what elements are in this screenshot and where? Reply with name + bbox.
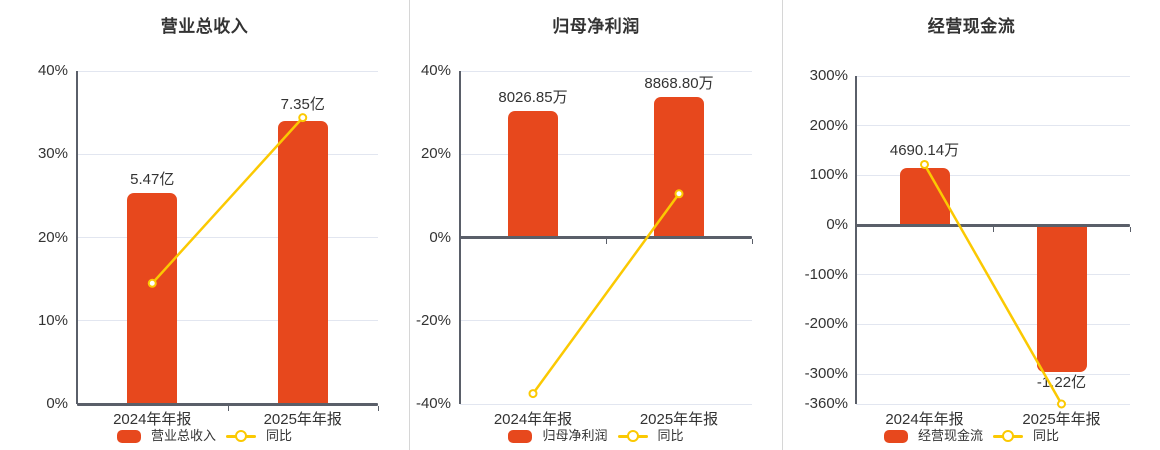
y-tick-label: -200% (804, 315, 848, 333)
y-tick-label: 300% (809, 67, 848, 84)
legend-line-circle (1002, 430, 1014, 442)
y-tick-label: 20% (420, 145, 451, 163)
gridline-200% (856, 125, 1130, 127)
bar-value-label: 8868.80万 (644, 75, 714, 93)
gridline-30% (77, 153, 378, 155)
legend-bar-label: 归母净利润 (542, 428, 608, 443)
gridline-100% (856, 174, 1130, 176)
gridline--100% (856, 274, 1130, 276)
legend-bar-swatch-icon (116, 429, 141, 443)
chart-title: 营业总收入 (160, 17, 249, 36)
bar-2024年年报 (899, 168, 950, 226)
x-category-label: 2025年年报 (639, 411, 719, 428)
bar-value-label: -1.22亿 (1036, 374, 1087, 392)
y-tick-label: 100% (809, 166, 848, 184)
gridline-10% (77, 320, 378, 322)
legend-line-marker-icon (993, 429, 1023, 443)
legend-bar-label: 经营现金流 (917, 428, 983, 443)
x-category-label: 2025年年报 (1022, 411, 1101, 428)
bar-value-label: 4690.14万 (889, 142, 960, 160)
x-axis-tick (1130, 226, 1131, 232)
bar-value-label: 5.47亿 (130, 171, 175, 189)
x-category-label: 2025年年报 (263, 411, 342, 428)
x-category-label: 2024年年报 (885, 411, 964, 428)
y-tick-label: -360% (804, 395, 848, 412)
y-axis-line (76, 71, 78, 404)
gridline-300% (856, 75, 1130, 77)
y-tick-label: -40% (415, 395, 451, 412)
bar-2025年年报 (1036, 225, 1087, 373)
bar-2025年年报 (277, 120, 328, 404)
legend-bar-swatch-icon (883, 429, 908, 443)
y-tick-label: 0% (46, 395, 68, 412)
y-tick-label: 200% (809, 116, 848, 134)
y-tick-label: -100% (804, 265, 848, 283)
yoy-trend-line (528, 189, 684, 399)
legend-line-marker-icon (617, 429, 648, 443)
y-tick-label: 10% (37, 311, 68, 329)
legend: 经营现金流 同比 (783, 426, 1160, 446)
legend-line-label: 同比 (657, 428, 684, 443)
legend-bar-swatch-icon (508, 429, 533, 443)
bar-2024年年报 (127, 193, 178, 404)
legend-line-label: 同比 (1033, 428, 1060, 443)
x-axis-tick (227, 405, 229, 411)
y-tick-label: 40% (420, 62, 451, 79)
gridline--40% (460, 403, 752, 405)
legend: 营业总收入 同比 (0, 426, 409, 446)
y-axis-line (855, 76, 857, 404)
chart-title: 经营现金流 (927, 17, 1016, 36)
gridline--200% (856, 323, 1130, 325)
y-tick-label: -300% (804, 365, 848, 383)
gridline-40% (460, 70, 752, 72)
chart-title: 归母净利润 (552, 17, 640, 36)
x-category-label: 2024年年报 (113, 411, 192, 428)
bar-value-label: 7.35亿 (280, 95, 325, 113)
gridline--360% (856, 403, 1130, 405)
legend-line-circle (626, 430, 639, 442)
legend-bar-label: 营业总收入 (150, 428, 216, 443)
y-tick-label: 0% (826, 216, 848, 234)
bar-value-label: 8026.85万 (498, 88, 568, 106)
y-tick-label: 30% (37, 145, 68, 163)
yoy-trend-point (528, 389, 538, 399)
x-axis-tick (378, 405, 379, 411)
x-axis-tick (606, 239, 607, 244)
legend: 归母净利润 同比 (410, 426, 782, 446)
x-category-label: 2024年年报 (493, 411, 573, 428)
y-tick-label: 0% (429, 228, 451, 246)
y-tick-label: 20% (37, 228, 68, 246)
legend-line-circle (235, 430, 247, 442)
legend-line-label: 同比 (266, 428, 293, 443)
gridline-20% (460, 153, 752, 155)
zero-axis-line (77, 402, 378, 406)
chart-panel-1: 营业总收入 40% 30% 20% 10% 0% 5.47亿 7.35亿 2024年年报 2025… (0, 0, 410, 450)
bar-2025年年报 (654, 97, 704, 238)
y-tick-label: 40% (37, 62, 68, 79)
gridline-40% (77, 70, 378, 72)
x-axis-tick (993, 226, 994, 232)
y-tick-label: -20% (415, 311, 451, 329)
chart-panel-2: 归母净利润 40% 20% 0% -20% -40% 8026.85万 8868.80万 202… (410, 0, 783, 450)
chart-panel-3: 经营现金流 300% 200% 100% 0% -100% -200% -300% -360% 4… (783, 0, 1160, 450)
legend-line-marker-icon (226, 429, 256, 443)
gridline--20% (460, 320, 752, 322)
x-axis-tick (752, 239, 753, 244)
yoy-trend-point (920, 159, 929, 169)
gridline-20% (77, 237, 378, 238)
bar-2024年年报 (508, 110, 558, 238)
